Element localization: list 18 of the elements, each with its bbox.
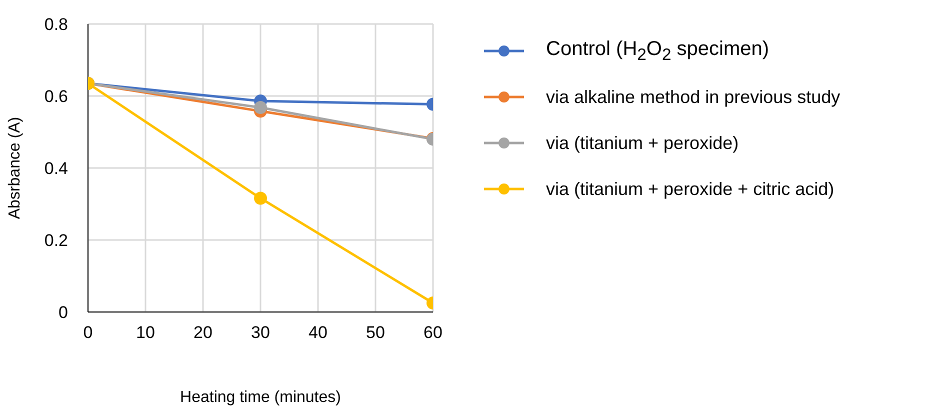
- legend-label: via (titanium + peroxide + citric acid): [546, 178, 834, 200]
- x-tick-label: 20: [194, 323, 212, 342]
- y-tick-label: 0.4: [44, 159, 68, 178]
- y-tick-label: 0: [58, 303, 68, 322]
- y-tick-label: 0.6: [44, 87, 68, 106]
- y-tick-label: 0.8: [44, 15, 68, 34]
- x-tick-label: 50: [366, 323, 385, 342]
- x-tick-label: 10: [136, 323, 155, 342]
- x-tick-label: 60: [424, 323, 442, 342]
- legend-label: Control (H$_{2}$O$_{2}$ specimen): [546, 38, 770, 64]
- y-tick-label: 0.2: [44, 231, 68, 250]
- legend-label: via (titanium + peroxide): [546, 132, 739, 154]
- x-tick-label: 40: [308, 323, 328, 342]
- y-axis-title: Absrbance (A): [6, 116, 24, 220]
- x-tick-label: 30: [251, 323, 270, 342]
- x-tick-label: 0: [83, 323, 93, 342]
- x-axis-title: Heating time (minutes): [180, 389, 341, 406]
- legend-label: via alkaline method in previous study: [546, 86, 840, 108]
